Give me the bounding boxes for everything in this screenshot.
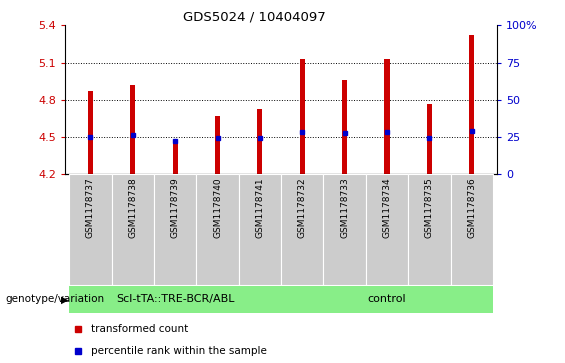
Bar [238, 174, 281, 285]
Bar [281, 174, 323, 285]
Bar [384, 59, 389, 174]
Text: GDS5024 / 10404097: GDS5024 / 10404097 [183, 11, 325, 24]
Bar [366, 174, 408, 285]
Bar [173, 142, 178, 174]
Bar [323, 174, 366, 285]
Bar [451, 174, 493, 285]
Text: percentile rank within the sample: percentile rank within the sample [91, 346, 267, 356]
Bar [342, 80, 347, 174]
Bar [258, 109, 263, 174]
Bar [281, 286, 493, 313]
Text: GSM1178736: GSM1178736 [467, 178, 476, 238]
Bar [131, 85, 136, 174]
Text: GSM1178739: GSM1178739 [171, 178, 180, 238]
Text: ▶: ▶ [61, 294, 68, 305]
Bar [69, 174, 112, 285]
Text: transformed count: transformed count [91, 324, 188, 334]
Text: control: control [368, 294, 406, 304]
Bar [470, 35, 475, 174]
Bar [299, 59, 305, 174]
Bar [197, 174, 238, 285]
Bar [154, 174, 197, 285]
Bar [88, 91, 93, 174]
Text: GSM1178741: GSM1178741 [255, 178, 264, 238]
Text: GSM1178738: GSM1178738 [128, 178, 137, 238]
Bar [408, 174, 451, 285]
Text: GSM1178733: GSM1178733 [340, 178, 349, 238]
Bar [427, 103, 432, 174]
Text: GSM1178735: GSM1178735 [425, 178, 434, 238]
Text: GSM1178732: GSM1178732 [298, 178, 307, 238]
Text: genotype/variation: genotype/variation [6, 294, 105, 305]
Text: GSM1178737: GSM1178737 [86, 178, 95, 238]
Bar [215, 116, 220, 174]
Text: GSM1178740: GSM1178740 [213, 178, 222, 238]
Bar [69, 286, 281, 313]
Bar [112, 174, 154, 285]
Text: Scl-tTA::TRE-BCR/ABL: Scl-tTA::TRE-BCR/ABL [116, 294, 234, 304]
Text: GSM1178734: GSM1178734 [383, 178, 392, 238]
